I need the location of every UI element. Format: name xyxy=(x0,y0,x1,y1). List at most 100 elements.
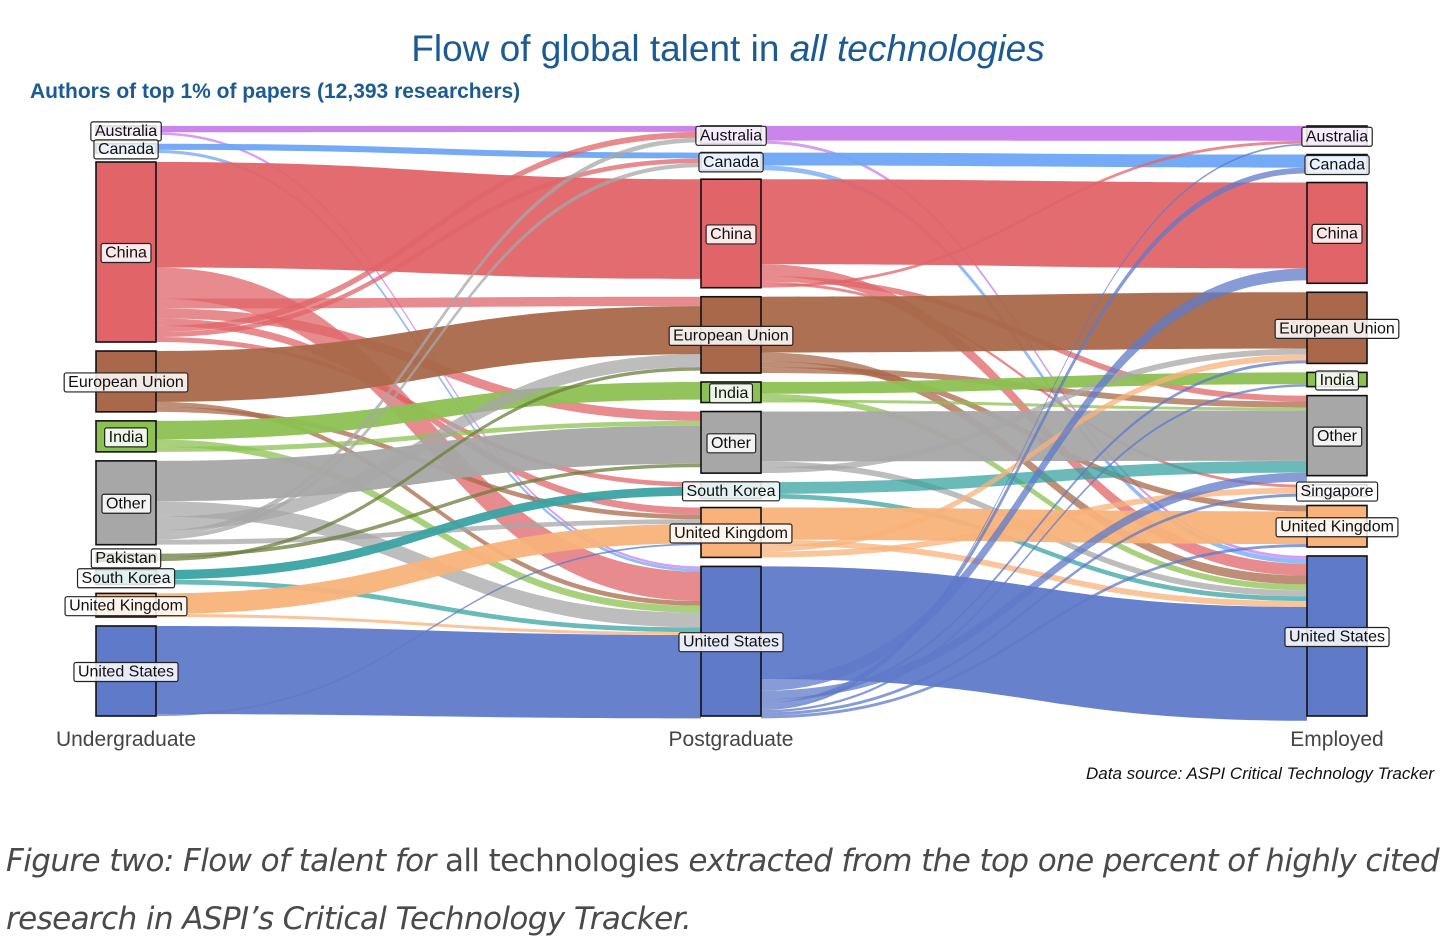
node-label-box-postgraduate-china xyxy=(705,224,757,245)
chart-title-emphasis: all technologies xyxy=(789,28,1045,69)
flow-postgraduate-australia-to-australia xyxy=(761,126,1307,141)
flow-undergraduate-india-to-india xyxy=(156,381,701,440)
flow-undergraduate-china-to-australia xyxy=(156,131,701,333)
flow-undergraduate-united-states-to-united-states xyxy=(156,625,701,719)
node-label-undergraduate-pakistan: Pakistan xyxy=(95,550,156,567)
node-label-postgraduate-india: India xyxy=(714,385,749,402)
node-label-undergraduate-united-states: United States xyxy=(78,663,174,680)
caption-part-1: Figure two: Flow of talent for xyxy=(6,843,445,879)
flow-undergraduate-south-korea-to-south-korea xyxy=(156,486,701,580)
flow-postgraduate-european-union-to-european-union xyxy=(761,292,1307,353)
node-label-postgraduate-china: China xyxy=(710,226,752,243)
flow-postgraduate-united-states-to-china xyxy=(761,268,1307,691)
flow-postgraduate-canada-to-united-states xyxy=(761,165,1307,564)
chart-title: Flow of global talent in all technologie… xyxy=(0,28,1456,70)
flow-postgraduate-united-states-to-other xyxy=(761,472,1307,700)
node-label-undergraduate-european-union: European Union xyxy=(68,374,184,391)
node-label-box-employed-united-states xyxy=(1284,626,1390,648)
flow-postgraduate-united-states-to-india xyxy=(761,384,1307,713)
node-label-employed-united-kingdom: United Kingdom xyxy=(1280,519,1394,536)
flow-postgraduate-united-states-to-united-kingdom xyxy=(761,544,1307,719)
node-label-employed-australia: Australia xyxy=(1306,128,1368,145)
node-label-employed-united-states: United States xyxy=(1289,628,1385,645)
stage-label-employed: Employed xyxy=(1290,728,1384,751)
node-label-undergraduate-south-korea: South Korea xyxy=(82,570,171,587)
node-label-postgraduate-other: Other xyxy=(711,435,752,452)
chart-title-prefix: Flow of global talent in xyxy=(411,28,790,69)
node-label-employed-china: China xyxy=(1316,225,1358,242)
node-label-undergraduate-other: Other xyxy=(106,495,147,512)
flow-postgraduate-other-to-european-union xyxy=(761,348,1307,474)
node-label-employed-singapore: Singapore xyxy=(1301,483,1374,500)
flow-undergraduate-canada-to-canada xyxy=(156,143,701,159)
node-label-postgraduate-united-states: United States xyxy=(683,634,779,651)
node-label-employed-canada: Canada xyxy=(1309,157,1365,174)
node-label-box-postgraduate-european-union xyxy=(668,325,794,346)
flow-postgraduate-india-to-other xyxy=(761,399,1307,411)
flow-undergraduate-south-korea-to-united-states xyxy=(156,579,701,633)
node-label-postgraduate-australia: Australia xyxy=(700,127,762,144)
flow-postgraduate-united-kingdom-to-united-kingdom xyxy=(761,507,1307,545)
node-label-undergraduate-australia: Australia xyxy=(95,123,157,140)
node-label-box-undergraduate-other xyxy=(101,493,152,514)
flow-postgraduate-canada-to-canada xyxy=(761,152,1307,168)
flow-undergraduate-india-to-united-states xyxy=(156,439,701,613)
stage-label-undergraduate: Undergraduate xyxy=(55,728,197,751)
node-label-postgraduate-european-union: European Union xyxy=(673,327,789,344)
flow-postgraduate-united-states-to-canada xyxy=(761,167,1307,709)
flow-undergraduate-european-union-to-united-states xyxy=(156,401,701,606)
node-label-box-postgraduate-other xyxy=(706,433,757,454)
data-source-note: Data source: ASPI Critical Technology Tr… xyxy=(1085,764,1434,783)
flow-undergraduate-other-to-canada xyxy=(156,163,701,540)
node-label-box-undergraduate-united-states xyxy=(73,661,179,683)
flow-postgraduate-united-kingdom-to-united-states xyxy=(761,539,1307,607)
node-label-box-employed-australia xyxy=(1301,126,1373,147)
flow-undergraduate-china-to-canada xyxy=(156,158,701,338)
node-label-employed-other: Other xyxy=(1317,428,1358,445)
flow-undergraduate-australia-to-australia xyxy=(156,126,701,133)
figure-caption: Figure two: Flow of talent for all techn… xyxy=(6,832,1451,948)
node-label-box-employed-european-union xyxy=(1274,318,1400,339)
stage-label-postgraduate: Postgraduate xyxy=(668,728,794,751)
node-label-box-postgraduate-canada xyxy=(698,152,764,173)
node-label-box-postgraduate-india xyxy=(709,383,754,404)
flow-undergraduate-other-to-european-union xyxy=(156,354,701,531)
node-label-postgraduate-south-korea: South Korea xyxy=(687,483,776,500)
node-label-box-employed-india xyxy=(1315,370,1360,391)
node-label-box-postgraduate-south-korea xyxy=(681,481,781,502)
flow-undergraduate-pakistan-to-european-union xyxy=(156,367,701,562)
node-label-box-undergraduate-european-union xyxy=(63,372,189,393)
flow-undergraduate-other-to-australia xyxy=(156,137,701,536)
flow-postgraduate-united-states-to-australia xyxy=(761,143,1307,711)
stage-nodes: Australia Canada China European Union India O… xyxy=(63,121,1400,717)
caption-part-2: all technologies xyxy=(444,843,680,879)
flow-undergraduate-united-states-to-united-kingdom xyxy=(156,543,701,716)
node-label-box-postgraduate-australia xyxy=(695,125,767,146)
node-label-box-employed-singapore xyxy=(1295,481,1379,502)
flow-postgraduate-china-to-australia xyxy=(761,140,1307,288)
node-label-postgraduate-united-kingdom: United Kingdom xyxy=(674,525,788,542)
node-label-undergraduate-china: China xyxy=(105,245,147,262)
flow-postgraduate-india-to-united-states xyxy=(761,393,1307,591)
chart-subtitle: Authors of top 1% of papers (12,393 rese… xyxy=(30,80,521,103)
flow-postgraduate-united-states-to-united-states xyxy=(761,566,1307,721)
node-label-box-employed-other xyxy=(1312,426,1363,447)
node-label-postgraduate-canada: Canada xyxy=(703,154,759,171)
flow-postgraduate-european-union-to-united-states xyxy=(761,352,1307,585)
node-label-box-undergraduate-china xyxy=(100,242,152,264)
flows-undergrad-to-postgrad xyxy=(156,126,701,719)
node-label-box-employed-united-kingdom xyxy=(1275,517,1399,538)
flow-postgraduate-india-to-india xyxy=(761,372,1307,394)
node-label-box-employed-canada xyxy=(1304,154,1370,176)
node-label-employed-european-union: European Union xyxy=(1279,320,1395,337)
node-label-box-undergraduate-south-korea xyxy=(76,568,176,589)
caption-part-3: extracted from the top one percent of hi… xyxy=(6,843,1440,937)
node-label-employed-india: India xyxy=(1320,372,1355,389)
flow-undergraduate-china-to-china xyxy=(156,162,701,279)
node-label-box-employed-china xyxy=(1311,223,1363,245)
flow-undergraduate-pakistan-to-other xyxy=(156,463,701,558)
flows-postgrad-to-employed xyxy=(761,126,1307,721)
node-label-box-postgraduate-united-states xyxy=(678,632,784,653)
node-label-undergraduate-india: India xyxy=(109,429,144,446)
node-label-box-undergraduate-india xyxy=(104,427,149,448)
